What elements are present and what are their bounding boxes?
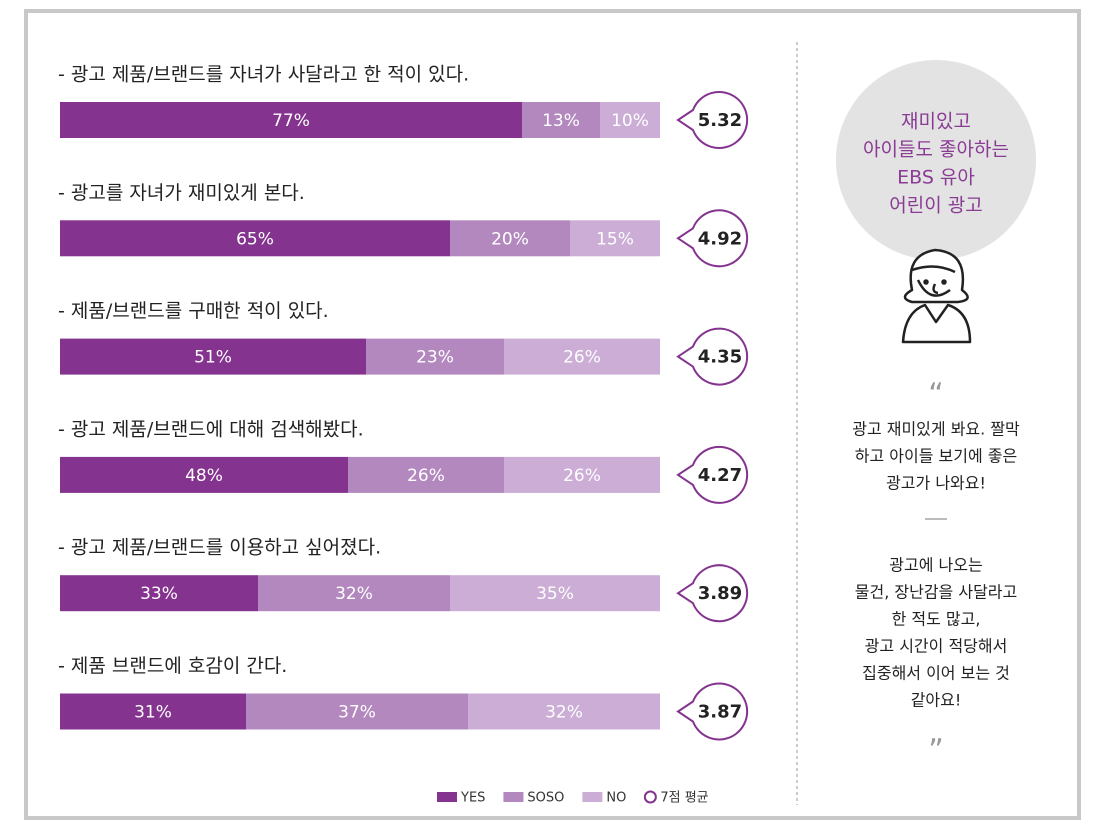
bar-label: 77% — [272, 111, 310, 131]
average-badge — [676, 209, 749, 268]
bar-segment — [468, 693, 660, 730]
bar-segment — [366, 338, 504, 375]
legend-swatch — [643, 790, 657, 804]
quote-text: 광고 시간이 적당해서 — [865, 637, 1008, 656]
bar-label: 10% — [611, 111, 649, 131]
row-label: - 광고 제품/브랜드를 자녀가 사달라고 한 적이 있다. — [58, 64, 469, 86]
bar-label: 33% — [140, 584, 178, 604]
bar-segment — [504, 338, 660, 375]
row-label: - 광고 제품/브랜드를 이용하고 싶어졌다. — [58, 537, 381, 559]
bar-segment — [600, 102, 660, 138]
average-badge — [676, 682, 749, 741]
average-value: 3.89 — [698, 583, 742, 604]
bar-segment — [60, 338, 366, 375]
bar-label: 26% — [563, 348, 601, 368]
average-badge — [676, 91, 749, 149]
bar-label: 26% — [563, 466, 601, 486]
bar-label: 15% — [596, 229, 634, 249]
bar-segment — [450, 575, 660, 612]
bubble-text: 재미있고 — [901, 111, 971, 133]
average-badge — [676, 564, 749, 623]
quote-text: 하고 아이들 보기에 좋은 — [855, 447, 1017, 466]
bar-segment — [60, 102, 522, 138]
legend-label: NO — [606, 791, 626, 806]
character-icon — [901, 248, 972, 344]
bar-label: 35% — [536, 584, 574, 604]
legend-swatch — [437, 792, 457, 802]
bar-label: 20% — [491, 229, 529, 249]
quote-text: 같아요! — [911, 691, 962, 710]
average-value: 4.92 — [698, 228, 742, 249]
quote-text: 광고 재미있게 봐요. 짤막 — [852, 420, 1020, 439]
bar-label: 13% — [542, 111, 580, 131]
bar-segment — [60, 220, 450, 257]
quote-mark: “ — [928, 378, 944, 413]
bubble-text: EBS 유아 — [897, 167, 975, 189]
bar-segment — [60, 693, 246, 730]
bar-segment — [504, 456, 660, 493]
bar-label: 23% — [416, 348, 454, 368]
row-label: - 제품/브랜드를 구매한 적이 있다. — [58, 300, 329, 322]
bubble-text: 어린이 광고 — [889, 195, 982, 217]
row-label: - 광고 제품/브랜드에 대해 검색해봤다. — [58, 418, 364, 440]
bar-label: 37% — [338, 703, 376, 723]
average-value: 3.87 — [698, 702, 742, 723]
bar-label: 48% — [185, 466, 223, 486]
quote-text: 한 적도 많고, — [892, 610, 981, 629]
bar-segment — [522, 102, 600, 138]
quote-mark: ” — [928, 734, 944, 769]
bar-label: 65% — [236, 229, 274, 249]
bar-segment — [570, 220, 660, 257]
legend-swatch — [582, 792, 603, 802]
bar-label: 32% — [545, 703, 583, 723]
legend-swatch — [503, 792, 524, 802]
bubble-text: 아이들도 좋아하는 — [863, 139, 1009, 161]
legend-label: 7점 평균 — [660, 791, 708, 806]
legend-label: SOSO — [527, 791, 564, 806]
average-badge — [676, 445, 749, 504]
quote-text: 물건, 장난감을 사달라고 — [855, 583, 1017, 602]
legend-label: YES — [460, 791, 485, 806]
bar-segment — [348, 456, 504, 493]
bar-segment — [450, 220, 570, 257]
bar-label: 51% — [194, 348, 232, 368]
quote-text: 광고가 나와요! — [886, 474, 986, 493]
bar-segment — [60, 575, 258, 612]
average-badge — [676, 327, 749, 386]
bar-label: 32% — [335, 584, 373, 604]
average-value: 5.32 — [698, 110, 742, 131]
bar-segment — [246, 693, 468, 730]
quote-text: 광고에 나오는 — [889, 556, 982, 575]
bubble-bg — [836, 60, 1036, 260]
row-label: - 제품 브랜드에 호감이 간다. — [58, 655, 287, 677]
average-value: 4.35 — [698, 347, 742, 368]
bar-segment — [60, 456, 348, 493]
average-value: 4.27 — [698, 465, 742, 486]
bar-label: 26% — [407, 466, 445, 486]
bar-segment — [258, 575, 450, 612]
row-label: - 광고를 자녀가 재미있게 본다. — [58, 182, 305, 204]
bar-label: 31% — [134, 703, 172, 723]
quote-text: 집중해서 이어 보는 것 — [862, 664, 1010, 683]
